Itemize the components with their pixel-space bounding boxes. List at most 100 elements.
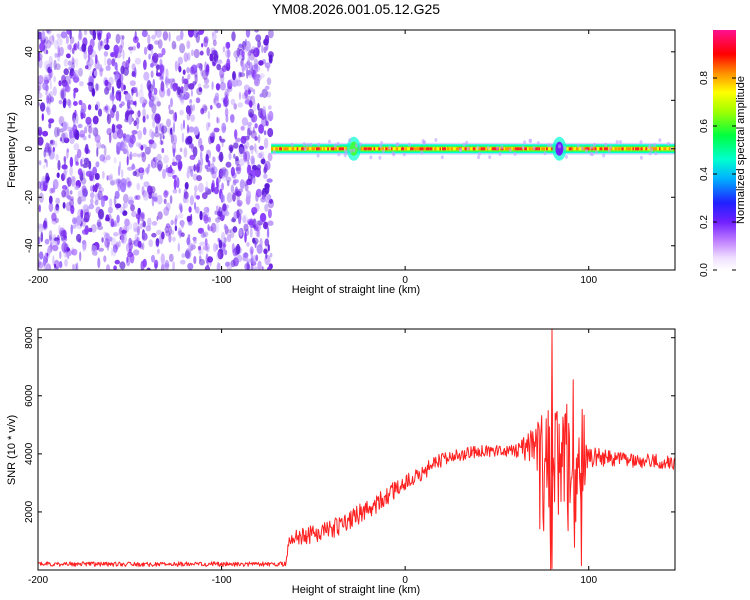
noise-blob (143, 46, 148, 56)
noise-blob (204, 164, 209, 170)
noise-blob (129, 151, 133, 161)
noise-blob (194, 73, 198, 84)
noise-blob (238, 143, 245, 155)
noise-blob (131, 211, 137, 218)
noise-blob (242, 40, 246, 51)
noise-blob (111, 247, 117, 257)
noise-blob (269, 252, 273, 258)
noise-blob (224, 88, 230, 98)
noise-blob (38, 136, 44, 146)
noise-blob (213, 127, 220, 133)
noise-blob (47, 245, 52, 256)
noise-blob (165, 78, 172, 84)
noise-blob (157, 39, 163, 49)
noise-blob (60, 132, 66, 144)
signal-speck (303, 147, 307, 151)
noise-blob (151, 221, 158, 226)
noise-blob (38, 130, 43, 136)
noise-blob (122, 49, 125, 60)
signal-speck (434, 138, 438, 142)
signal-speck (317, 142, 321, 147)
noise-blob (242, 216, 247, 223)
noise-blob (159, 75, 164, 81)
noise-blob (255, 254, 259, 262)
noise-blob (162, 132, 165, 140)
noise-blob (65, 35, 69, 45)
noise-blob (69, 42, 72, 53)
noise-blob (175, 214, 179, 221)
noise-blob (76, 113, 79, 125)
noise-blob (140, 145, 144, 151)
signal-speck (343, 153, 347, 158)
noise-blob (247, 160, 250, 167)
signal-speck (290, 142, 294, 147)
noise-blob (106, 175, 109, 181)
noise-blob (142, 258, 147, 268)
noise-blob (110, 180, 115, 186)
noise-blob (154, 259, 159, 269)
noise-blob (89, 185, 94, 192)
noise-blob (195, 195, 201, 200)
noise-blob (171, 40, 177, 50)
noise-blob (188, 126, 195, 133)
colorbar-tick-label: 0.6 (699, 119, 710, 133)
noise-blob (188, 242, 194, 250)
noise-blob (187, 73, 191, 80)
noise-blob (69, 156, 74, 168)
noise-blob (156, 153, 162, 162)
noise-blob (151, 33, 156, 42)
noise-blob (88, 169, 94, 175)
noise-blob (96, 221, 102, 227)
noise-blob (142, 190, 149, 201)
signal-speck (380, 141, 384, 145)
signal-speck (359, 142, 363, 147)
noise-blob (142, 115, 146, 123)
noise-blob (228, 152, 232, 161)
noise-blob (174, 218, 177, 226)
noise-blob (80, 177, 87, 185)
noise-blob (94, 134, 101, 143)
noise-blob (172, 82, 178, 92)
signal-speck (336, 141, 340, 146)
noise-blob (201, 104, 208, 114)
noise-blob (148, 128, 153, 138)
noise-blob (247, 70, 252, 76)
noise-blob (256, 164, 262, 171)
noise-blob (104, 216, 111, 222)
noise-blob (232, 192, 236, 202)
noise-blob (59, 137, 63, 142)
noise-blob (177, 56, 183, 65)
noise-blob (165, 202, 171, 211)
noise-blob (252, 65, 257, 70)
noise-blob (183, 119, 185, 130)
noise-blob (179, 43, 186, 54)
noise-blob (250, 155, 255, 165)
noise-blob (85, 143, 89, 155)
signal-speck (378, 155, 382, 160)
signal-core-segment (446, 147, 450, 151)
noise-blob (113, 220, 117, 228)
noise-blob (263, 173, 268, 179)
noise-blob (267, 220, 274, 226)
noise-blob (51, 187, 56, 194)
noise-blob (122, 35, 125, 40)
noise-blob (137, 153, 141, 158)
noise-blob (254, 203, 260, 212)
signal-speck (395, 142, 399, 147)
noise-blob (216, 116, 219, 124)
noise-blob (186, 52, 191, 61)
noise-blob (244, 150, 251, 162)
noise-blob (143, 59, 147, 70)
noise-blob (42, 255, 47, 267)
noise-blob (244, 89, 249, 97)
noise-blob (147, 185, 153, 195)
noise-blob (42, 82, 48, 91)
colorbar-label: Normalized spectral amplitude (735, 76, 747, 224)
snr-xtick-label: 100 (580, 575, 597, 586)
noise-blob (199, 210, 203, 221)
noise-blob (106, 233, 109, 244)
noise-blob (109, 92, 114, 99)
noise-blob (115, 241, 120, 250)
signal-core-segment (645, 147, 648, 151)
noise-blob (70, 205, 75, 215)
